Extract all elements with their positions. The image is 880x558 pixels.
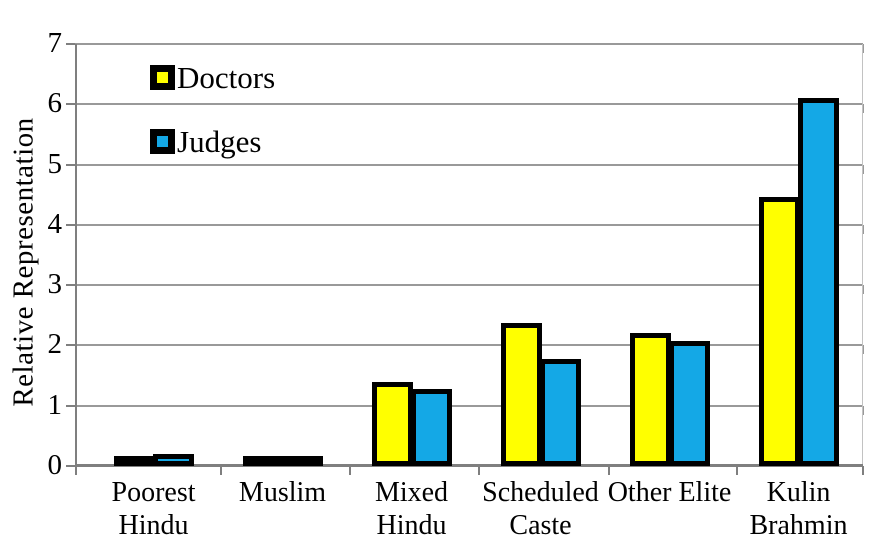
legend-marker-doctors <box>150 65 175 90</box>
gridline-right-tick <box>862 405 864 415</box>
legend-marker-judges <box>150 129 175 154</box>
x-tick-mark-2 <box>348 466 351 475</box>
x-category-line: Brahmin <box>749 510 848 541</box>
gridline-right-tick <box>862 285 864 295</box>
y-tick-label-3: 3 <box>47 268 63 301</box>
y-tick-mark-7 <box>66 43 75 45</box>
x-tick-mark-1 <box>219 466 222 475</box>
bar-judges-kulin-brahmin <box>797 98 839 466</box>
y-tick-label-6: 6 <box>47 87 63 120</box>
y-tick-mark-0 <box>66 465 75 467</box>
legend-item-doctors: Doctors <box>150 62 275 93</box>
y-tick-mark-2 <box>66 344 75 347</box>
x-category-label-5: Other Elite <box>570 476 770 509</box>
plot-area: Doctors Judges <box>75 43 864 467</box>
x-category-label-4: Scheduled Caste <box>441 476 641 542</box>
gridline-y-7 <box>75 43 863 45</box>
x-category-label-3: Mixed Hindu <box>312 476 512 542</box>
gridline-right-tick <box>862 345 864 355</box>
y-tick-label-5: 5 <box>47 147 63 180</box>
plot-right-border <box>862 44 863 466</box>
y-tick-mark-5 <box>66 163 75 166</box>
bar-judges-muslim <box>281 456 323 466</box>
y-tick-mark-6 <box>66 103 75 106</box>
x-category-line: Caste <box>509 510 572 541</box>
y-tick-label-0: 0 <box>47 449 63 481</box>
x-category-line: Scheduled <box>482 477 599 508</box>
y-tick-mark-3 <box>66 284 75 287</box>
gridline-y-3 <box>75 284 863 287</box>
bar-doctors-other-elite <box>629 332 671 466</box>
y-axis-line <box>75 44 77 466</box>
x-category-line: Kulin <box>766 477 831 508</box>
gridline-right-tick <box>862 104 864 114</box>
y-tick-label-4: 4 <box>47 207 63 240</box>
bar-doctors-muslim <box>242 456 284 466</box>
x-category-line: Hindu <box>118 510 189 541</box>
y-tick-label-7: 7 <box>47 27 63 59</box>
x-tick-mark-4 <box>607 466 610 475</box>
gridline-right-tick <box>862 44 864 53</box>
bar-doctors-scheduled-caste <box>500 322 542 466</box>
bar-judges-mixed-hindu <box>410 388 452 466</box>
x-category-line: Poorest <box>111 477 196 508</box>
x-tick-mark-3 <box>478 466 480 475</box>
gridline-y-6 <box>75 103 863 106</box>
bar-doctors-mixed-hindu <box>371 381 413 466</box>
x-category-line: Hindu <box>376 510 447 541</box>
bar-judges-other-elite <box>668 341 710 466</box>
x-tick-mark-5 <box>736 466 738 475</box>
bar-judges-poorest-hindu <box>152 453 194 466</box>
legend: Doctors Judges <box>150 62 275 190</box>
y-tick-label-1: 1 <box>47 388 63 421</box>
x-category-line: Mixed <box>374 477 449 508</box>
gridline-y-1 <box>75 404 863 407</box>
x-tick-mark-0 <box>75 466 77 475</box>
y-tick-mark-4 <box>66 223 75 226</box>
y-tick-label-2: 2 <box>47 328 63 361</box>
legend-item-judges: Judges <box>150 126 275 157</box>
legend-label-judges: Judges <box>177 124 262 159</box>
x-category-label-2: Muslim <box>183 476 383 509</box>
x-category-label-1: Poorest Hindu <box>54 476 254 542</box>
gridline-y-4 <box>75 223 863 226</box>
x-category-line: Muslim <box>238 477 327 508</box>
y-tick-mark-1 <box>66 404 75 407</box>
x-category-line: Other Elite <box>607 477 732 508</box>
x-category-label-6: Kulin Brahmin <box>699 476 880 542</box>
gridline-right-tick <box>862 224 864 234</box>
legend-label-doctors: Doctors <box>177 60 276 95</box>
x-axis-line <box>75 464 863 467</box>
x-tick-mark-6 <box>862 466 864 475</box>
gridline-y-2 <box>75 344 863 347</box>
bar-judges-scheduled-caste <box>539 359 581 466</box>
gridline-y-5 <box>75 163 863 166</box>
bar-doctors-kulin-brahmin <box>758 196 800 466</box>
bar-doctors-poorest-hindu <box>113 456 155 466</box>
gridline-right-tick <box>862 164 864 174</box>
